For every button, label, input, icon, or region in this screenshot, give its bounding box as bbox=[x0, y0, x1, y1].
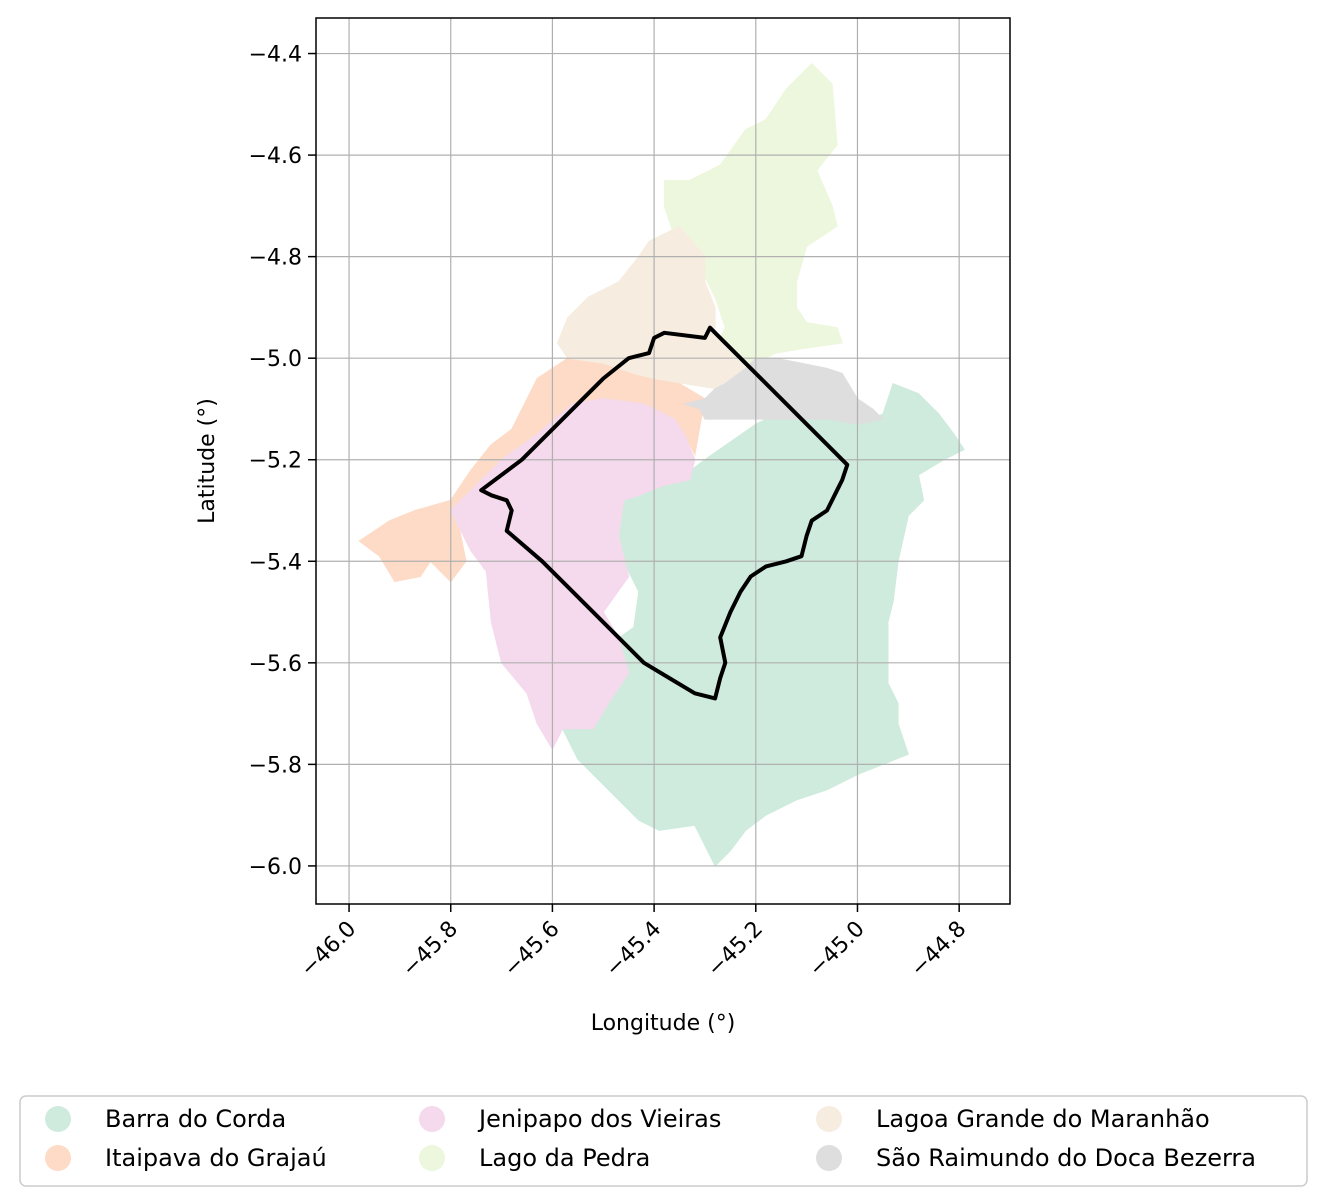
legend-label: Barra do Corda bbox=[105, 1105, 286, 1133]
region-jenipapo-dos-vieiras bbox=[450, 398, 696, 751]
legend-item-sao-raimundo-do-doca-bezerra: São Raimundo do Doca Bezerra bbox=[816, 1144, 1256, 1172]
legend-item-lago-da-pedra: Lago da Pedra bbox=[419, 1144, 650, 1172]
legend-marker bbox=[816, 1145, 842, 1171]
area-outline bbox=[479, 325, 850, 701]
legend-label: Lago da Pedra bbox=[479, 1144, 650, 1172]
x-axis-label: Longitude (°) bbox=[591, 1011, 736, 1036]
outline-layer bbox=[479, 325, 850, 701]
y-axis-ticks: −4.4 −4.6 −4.8 −5.0 −5.2 −5.4 −5.6 −5.8 −6.0 bbox=[249, 43, 316, 880]
legend-item-lagoa-grande-do-maranhao: Lagoa Grande do Maranhão bbox=[816, 1105, 1210, 1133]
legend-label: Itaipava do Grajaú bbox=[105, 1144, 327, 1172]
y-tick-label: −4.4 bbox=[249, 43, 302, 68]
legend-item-itaipava-do-grajau: Itaipava do Grajaú bbox=[45, 1144, 327, 1172]
y-tick-label: −5.8 bbox=[249, 753, 302, 778]
legend-marker bbox=[816, 1106, 842, 1132]
legend-item-jenipapo-dos-vieiras: Jenipapo dos Vieiras bbox=[419, 1105, 721, 1133]
y-tick-label: −4.8 bbox=[249, 246, 302, 271]
legend-frame bbox=[19, 1095, 1308, 1187]
y-tick-label: −5.4 bbox=[249, 550, 302, 575]
legend-marker bbox=[419, 1106, 445, 1132]
x-tick-label: −45.4 bbox=[601, 917, 666, 982]
legend-marker bbox=[419, 1145, 445, 1171]
x-tick-label: −45.2 bbox=[703, 917, 768, 982]
legend-marker bbox=[45, 1106, 71, 1132]
legend-items: Barra do Corda Itaipava do Grajaú Jenipapo… bbox=[45, 1105, 1256, 1172]
grid-layer bbox=[316, 18, 1010, 904]
y-tick-label: −6.0 bbox=[249, 855, 302, 880]
plot-frame bbox=[315, 17, 1011, 905]
regions-layer bbox=[358, 62, 965, 867]
y-tick-label: −5.6 bbox=[249, 652, 302, 677]
x-axis-ticks: −46.0 −45.8 −45.6 −45.4 −45.2 −45.0 −44.8 bbox=[296, 904, 971, 982]
y-tick-label: −4.6 bbox=[249, 144, 302, 169]
legend-marker bbox=[45, 1145, 71, 1171]
y-axis-label: Latitude (°) bbox=[195, 398, 220, 524]
legend-label: São Raimundo do Doca Bezerra bbox=[876, 1144, 1256, 1172]
region-sao-raimundo-do-doca-bezerra bbox=[682, 357, 884, 425]
x-tick-label: −45.0 bbox=[804, 917, 869, 982]
legend-label: Jenipapo dos Vieiras bbox=[477, 1105, 721, 1133]
legend-item-barra-do-corda: Barra do Corda bbox=[45, 1105, 286, 1133]
x-tick-label: −45.8 bbox=[398, 917, 463, 982]
x-tick-label: −46.0 bbox=[296, 917, 361, 982]
x-tick-label: −44.8 bbox=[906, 917, 971, 982]
legend-label: Lagoa Grande do Maranhão bbox=[876, 1105, 1210, 1133]
x-tick-label: −45.6 bbox=[499, 917, 564, 982]
y-tick-label: −5.2 bbox=[249, 449, 302, 474]
y-tick-label: −5.0 bbox=[249, 347, 302, 372]
legend: Barra do Corda Itaipava do Grajaú Jenipapo… bbox=[19, 1095, 1308, 1187]
